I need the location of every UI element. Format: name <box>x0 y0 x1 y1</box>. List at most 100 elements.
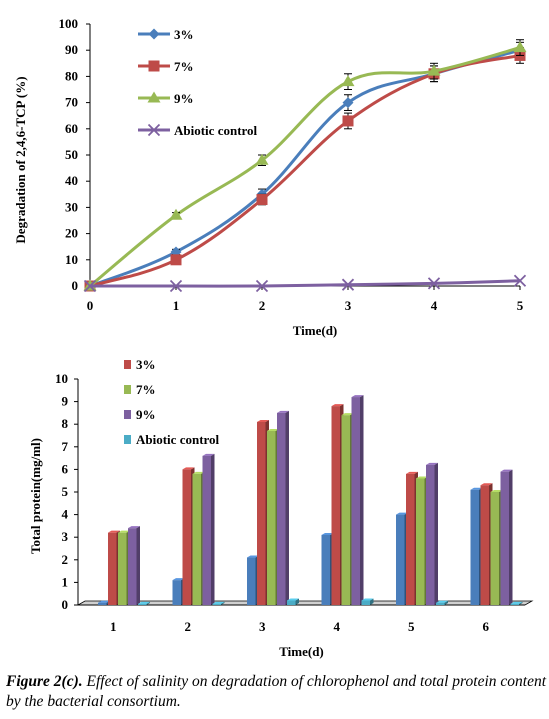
bar-5-1 <box>480 485 489 605</box>
bar-top <box>202 453 215 456</box>
bar-top <box>510 601 523 604</box>
bar-top <box>331 404 344 407</box>
y-tick-label: 60 <box>65 121 78 136</box>
legend-label-0: 3% <box>136 357 156 372</box>
bar-side <box>509 469 513 605</box>
data-point-marker <box>427 64 441 76</box>
data-point-marker <box>513 274 527 287</box>
legend-swatch-1 <box>124 385 131 394</box>
x-tick-label: 5 <box>408 619 415 634</box>
x-tick-label: 4 <box>334 619 341 634</box>
x-tick-label: 2 <box>259 298 266 313</box>
bar-top <box>500 469 513 472</box>
data-point-marker <box>255 279 269 293</box>
legend-label-3: Abiotic control <box>136 432 220 447</box>
y-tick-label: 0 <box>72 278 79 293</box>
bar-2-0 <box>247 557 256 605</box>
series-line-3 <box>89 279 521 288</box>
legend-label-3: Abiotic control <box>174 123 258 138</box>
series-line-0 <box>89 48 521 288</box>
bar-top <box>118 530 130 533</box>
bar-0-2 <box>118 532 127 605</box>
y-tick-label: 3 <box>62 529 69 544</box>
bar-side <box>285 410 289 605</box>
bar-2-3 <box>277 412 286 605</box>
x-tick-label: 4 <box>431 298 438 313</box>
x-axis-title: Time(d) <box>279 644 324 659</box>
caption-text: Effect of salinity on degradation of chl… <box>6 673 547 710</box>
bar-0-1 <box>108 532 117 605</box>
bar-1-1 <box>182 469 191 605</box>
bar-top <box>287 598 299 601</box>
y-tick-label: 6 <box>62 461 69 476</box>
data-point-marker <box>255 153 269 165</box>
legend-label-2: 9% <box>136 407 156 422</box>
protein-bar-chart: 0 1 2 3 4 5 6 7 8 9 10 1 2 3 4 5 6 Time(d) Total protein(m… <box>28 357 534 659</box>
data-point-marker-stroke-b <box>169 279 183 293</box>
degradation-line-chart: 0 10 20 30 40 50 60 70 80 90 100 0 1 2 3 4 5 Time(d) Degra… <box>13 16 527 338</box>
bar-top <box>192 471 205 474</box>
bar-top <box>470 487 483 490</box>
bar-1-4 <box>212 603 221 605</box>
data-point-marker <box>342 97 354 109</box>
bar-top <box>277 410 289 413</box>
bar-side <box>370 598 374 605</box>
bar-top <box>138 601 150 604</box>
y-tick-label: 80 <box>65 68 78 83</box>
bar-top <box>182 467 195 470</box>
bar-top <box>321 532 334 535</box>
bar-0-4 <box>138 603 147 605</box>
y-tick-label: 10 <box>55 371 68 386</box>
legend-label-0: 3% <box>174 27 194 42</box>
x-tick-label: 6 <box>483 619 490 634</box>
y-tick-label: 1 <box>62 574 69 589</box>
legend-swatch-0 <box>124 360 131 369</box>
bar-top <box>247 555 259 558</box>
y-tick-label: 4 <box>62 507 69 522</box>
x-tick-label: 3 <box>345 298 352 313</box>
x-axis-title: Time(d) <box>293 323 338 338</box>
x-tick-label: 5 <box>517 298 524 313</box>
x-tick-label: 3 <box>259 619 266 634</box>
bar-top <box>267 428 279 431</box>
bar-3-1 <box>331 406 340 605</box>
legend-marker-3 <box>147 123 161 137</box>
bar-2-1 <box>257 421 266 605</box>
legend-marker-1 <box>148 60 160 72</box>
data-point-marker <box>342 115 354 127</box>
bar-4-0 <box>396 514 405 605</box>
bar-top <box>172 578 185 581</box>
data-point-marker <box>513 41 527 53</box>
bar-2-2 <box>267 430 276 605</box>
legend-marker-3-stroke-b <box>147 123 161 137</box>
data-point-marker-stroke-b <box>83 279 97 293</box>
bar-5-3 <box>500 471 509 605</box>
bar-top <box>351 395 364 398</box>
bar-1-0 <box>172 580 181 605</box>
data-point-marker <box>170 254 182 266</box>
y-tick-label: 5 <box>62 484 69 499</box>
legend-swatch-2 <box>124 410 131 419</box>
bar-top <box>361 598 374 601</box>
bar-top <box>396 512 408 515</box>
series-line-1 <box>89 53 521 288</box>
data-point-marker <box>83 279 97 293</box>
bar-side <box>136 526 140 605</box>
y-tick-label: 2 <box>62 552 69 567</box>
y-tick-label: 90 <box>65 42 78 57</box>
bar-top <box>406 471 418 474</box>
bar-5-0 <box>470 489 479 605</box>
legend-label-2: 9% <box>174 91 194 106</box>
data-point-marker-stroke-b <box>255 279 269 293</box>
legend-label-1: 7% <box>136 382 156 397</box>
y-tick-label: 30 <box>65 199 78 214</box>
bar-top <box>341 413 354 416</box>
bar-top <box>436 600 448 603</box>
bar-top <box>480 483 493 486</box>
legend-marker-0 <box>148 28 160 40</box>
data-point-marker-stroke-b <box>513 274 527 287</box>
bar-top <box>98 600 110 603</box>
bar-top <box>212 601 225 604</box>
bar-4-4 <box>436 602 445 605</box>
bar-side <box>444 600 448 605</box>
